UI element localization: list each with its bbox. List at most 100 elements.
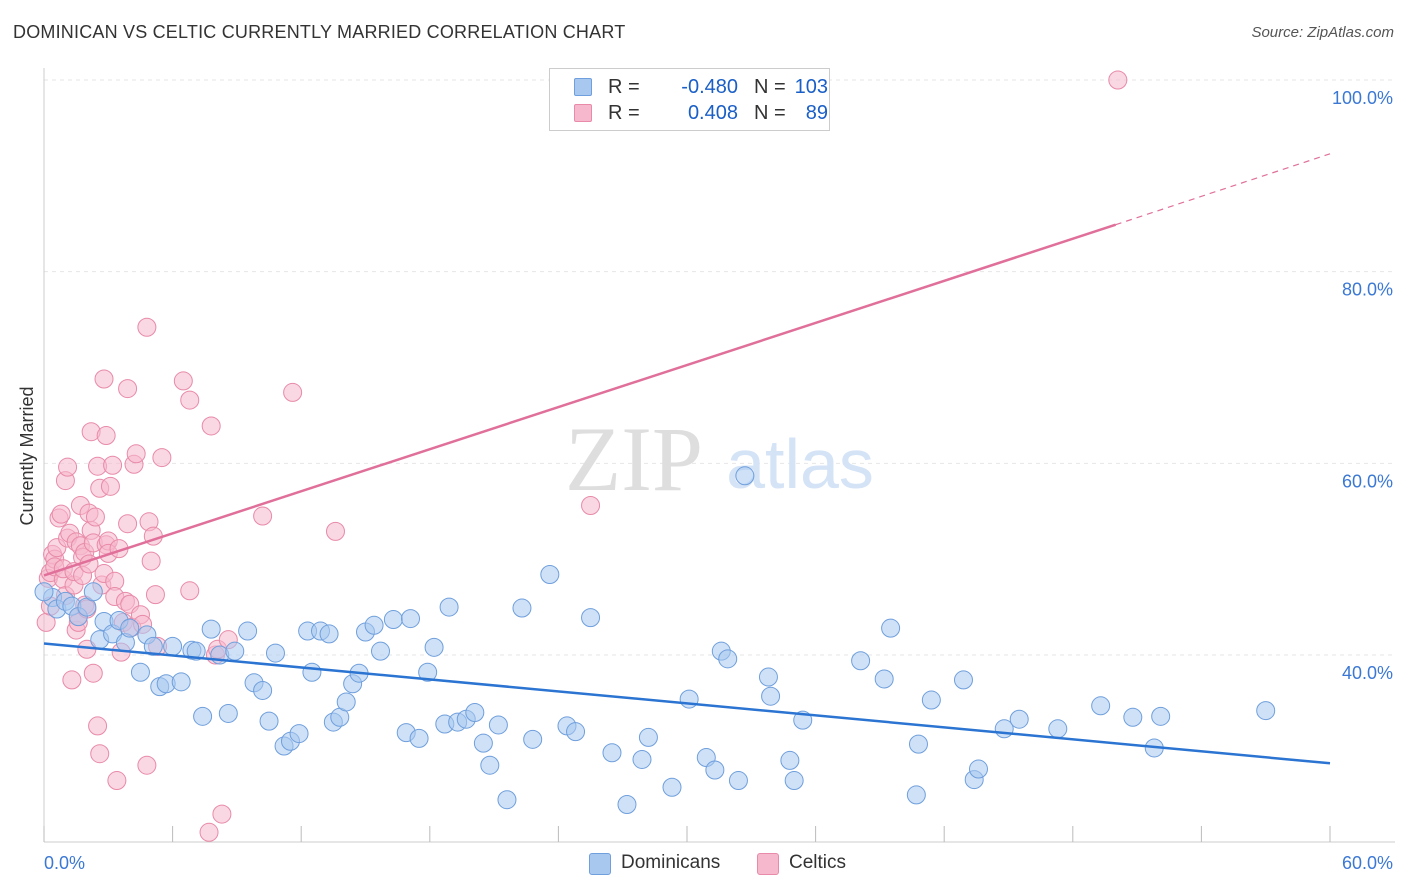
dominican-point	[1009, 709, 1029, 729]
dominican-point	[497, 790, 517, 810]
celtic-point	[96, 426, 116, 446]
dominican-point	[171, 672, 191, 692]
dominican-point	[34, 582, 54, 602]
watermark-zip: ZIP	[565, 408, 703, 510]
x-tick-label: 60.0%	[1342, 853, 1393, 873]
celtic-point	[201, 416, 221, 436]
dominican-point	[238, 621, 258, 641]
celtic-point	[173, 371, 193, 391]
dominican-point	[874, 669, 894, 689]
legend-r-label: R =	[608, 76, 640, 98]
celtic-point	[85, 507, 105, 527]
dominican-point	[480, 755, 500, 775]
grid-lines	[44, 79, 1395, 656]
dominican-point	[953, 670, 973, 690]
celtic-point	[581, 496, 601, 515]
dominicans-swatch	[589, 853, 611, 875]
dominican-point	[566, 722, 586, 742]
dominican-point	[1151, 706, 1171, 726]
celtic-point	[199, 822, 219, 842]
dominican-point	[259, 711, 279, 731]
dominican-point	[662, 777, 682, 797]
celtic-point	[107, 771, 127, 791]
dominicans-label: Dominicans	[621, 852, 721, 873]
celtic-point	[212, 804, 232, 824]
y-tick-labels: 40.0% 60.0% 80.0% 100.0%	[1332, 88, 1393, 683]
dominican-point	[921, 690, 941, 710]
dominican-point	[409, 728, 429, 748]
celtics-label: Celtics	[789, 852, 847, 873]
legend-r-value: 0.408	[687, 102, 738, 124]
celtic-point	[103, 455, 123, 475]
dominican-point	[851, 651, 871, 671]
dominican-point	[418, 662, 438, 682]
celtic-swatch	[574, 104, 592, 122]
celtic-point	[118, 379, 138, 399]
celtic-point	[137, 755, 157, 775]
celtic-point	[58, 457, 78, 477]
chart-title: DOMINICAN VS CELTIC CURRENTLY MARRIED CO…	[13, 22, 626, 42]
y-tick-label: 100.0%	[1332, 88, 1393, 108]
celtic-point	[83, 663, 103, 683]
celtic-point	[118, 514, 138, 534]
dominican-point	[881, 618, 901, 638]
chart-source: Source: ZipAtlas.com	[1251, 24, 1394, 41]
celtic-point	[283, 382, 303, 402]
dominican-point	[302, 662, 322, 682]
dominican-point	[1048, 719, 1068, 739]
dominican-point	[632, 749, 652, 769]
celtic-point	[94, 369, 114, 389]
x-tick-labels: 0.0% 60.0%	[44, 853, 1393, 873]
watermark: ZIP atlas	[565, 408, 874, 510]
correlation-legend: R = -0.480 N = 103 R = 0.408 N = 89	[549, 68, 830, 131]
dominican-point	[120, 618, 140, 638]
dominican-point	[439, 597, 459, 617]
celtic-point	[152, 448, 172, 468]
dominican-point	[1256, 701, 1276, 721]
dominican-point	[602, 743, 622, 763]
dominican-points	[34, 466, 1276, 814]
celtics-swatch	[757, 853, 779, 875]
dominican-point	[735, 466, 755, 486]
celtic-trend-extension	[1115, 153, 1331, 226]
dominican-point	[523, 729, 543, 749]
dominican-point	[130, 662, 150, 682]
celtic-point	[180, 581, 200, 601]
legend-r-value: -0.480	[681, 76, 738, 98]
dominican-point	[265, 643, 285, 663]
celtic-point	[51, 504, 71, 524]
dominican-point	[143, 636, 163, 656]
dominican-point	[383, 610, 403, 630]
x-tick-label: 0.0%	[44, 853, 85, 873]
dominican-point	[761, 686, 781, 706]
axes	[43, 68, 1395, 843]
dominican-point	[193, 706, 213, 726]
dominican-point	[465, 703, 485, 722]
legend-n-label: N =	[754, 102, 786, 124]
dominican-point	[512, 598, 532, 618]
celtic-point	[180, 390, 200, 410]
dominican-point	[83, 582, 103, 602]
dominican-point	[289, 724, 309, 744]
y-tick-label: 40.0%	[1342, 663, 1393, 683]
legend-n-value: 89	[805, 102, 828, 124]
dominican-point	[1091, 696, 1111, 716]
celtic-point	[90, 744, 110, 764]
dominican-point	[201, 619, 221, 639]
celtic-point	[325, 521, 345, 541]
dominican-point	[401, 609, 421, 629]
dominican-point	[540, 565, 560, 584]
dominican-point	[364, 615, 384, 635]
dominican-point	[336, 692, 356, 712]
watermark-atlas: atlas	[726, 425, 874, 503]
celtic-point	[88, 716, 108, 736]
dominican-point	[473, 733, 493, 753]
dominican-point	[1123, 707, 1143, 727]
celtic-point	[141, 551, 161, 571]
dominican-point	[163, 636, 183, 656]
y-axis-label: Currently Married	[17, 386, 37, 525]
dominican-point	[908, 734, 928, 754]
dominican-point	[371, 641, 391, 661]
dominican-point	[718, 649, 738, 669]
dominican-point	[581, 608, 601, 628]
